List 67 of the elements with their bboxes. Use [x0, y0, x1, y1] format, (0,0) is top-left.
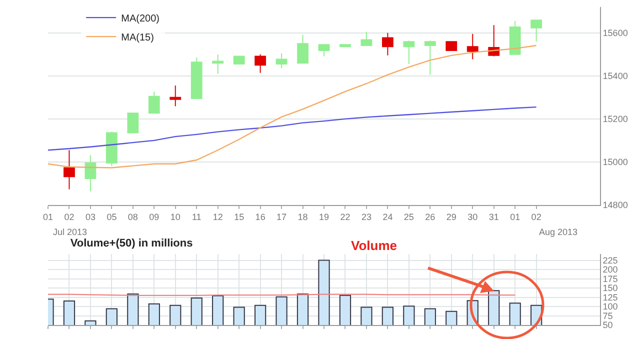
y-tick-label: 15200	[602, 114, 628, 124]
candlestick	[403, 40, 415, 65]
x-tick-label: 05	[106, 212, 117, 222]
candlestick	[84, 154, 96, 192]
x-tick-label: 15	[234, 212, 244, 222]
candlestick	[446, 41, 458, 51]
candlestick	[190, 56, 202, 99]
x-tick-label: 24	[382, 212, 393, 222]
x-tick-label: 23	[361, 212, 372, 222]
candlestick	[148, 91, 160, 114]
legend-label: MA(15)	[121, 32, 154, 44]
x-tick-label: 18	[298, 212, 308, 222]
candlestick	[318, 44, 330, 57]
candlestick	[424, 40, 436, 76]
candlestick	[360, 31, 372, 46]
legend-label: MA(200)	[121, 13, 160, 24]
x-tick-label: 11	[192, 212, 202, 222]
candlestick	[212, 54, 224, 74]
candlestick	[382, 32, 394, 56]
x-tick-label: 19	[318, 212, 330, 222]
y-tick-label: 15000	[602, 157, 628, 168]
y-tick-label: 15600	[602, 28, 628, 38]
y-tick-label: 225	[602, 255, 618, 266]
y-tick-label: 200	[602, 264, 618, 275]
x-tick-label: 31	[488, 212, 499, 222]
candlestick	[170, 85, 182, 107]
x-tick-label: 10	[170, 212, 180, 222]
x-tick-label: 09	[149, 212, 160, 222]
x-tick-label: 03	[85, 212, 96, 222]
line-series	[48, 44, 537, 168]
text: Volume	[351, 238, 397, 253]
y-tick-label: 14800	[602, 200, 628, 210]
y-tick-label: 150	[602, 283, 618, 294]
x-tick-label: 01	[42, 212, 54, 222]
chart-title: Volume+(50) in millions	[70, 238, 193, 250]
x-tick-label: 12	[212, 212, 223, 222]
y-tick-label: 100	[602, 302, 618, 312]
x-tick-label: 16	[255, 212, 266, 222]
candlestick	[127, 112, 139, 134]
y-tick-label: 50	[602, 320, 613, 330]
candlestick	[530, 20, 542, 42]
line-series	[48, 106, 537, 151]
x-tick-label: 02	[64, 212, 74, 222]
text: Jul 2013	[53, 227, 88, 237]
candlestick	[297, 34, 308, 64]
candlestick	[509, 20, 521, 55]
x-tick-label: 22	[340, 212, 350, 222]
y-tick-label: 125	[602, 292, 618, 302]
x-tick-label: 01	[510, 212, 520, 222]
x-tick-label: 30	[468, 212, 478, 222]
candlestick	[64, 150, 75, 190]
candlestick	[340, 44, 351, 48]
candlestick	[466, 33, 478, 60]
x-tick-label: 08	[128, 212, 138, 222]
text: Aug 2013	[539, 227, 578, 237]
x-tick-label: 02	[531, 212, 542, 222]
candlestick	[106, 131, 118, 166]
candlestick	[276, 52, 288, 69]
candlestick	[233, 56, 245, 65]
candlestick	[254, 54, 266, 74]
y-tick-label: 175	[602, 274, 618, 284]
y-tick-label: 75	[602, 310, 613, 321]
x-tick-label: 29	[446, 212, 456, 222]
x-tick-label: 17	[276, 212, 287, 222]
x-tick-label: 26	[425, 212, 436, 222]
y-tick-label: 15400	[602, 71, 628, 82]
x-tick-label: 25	[404, 212, 414, 222]
